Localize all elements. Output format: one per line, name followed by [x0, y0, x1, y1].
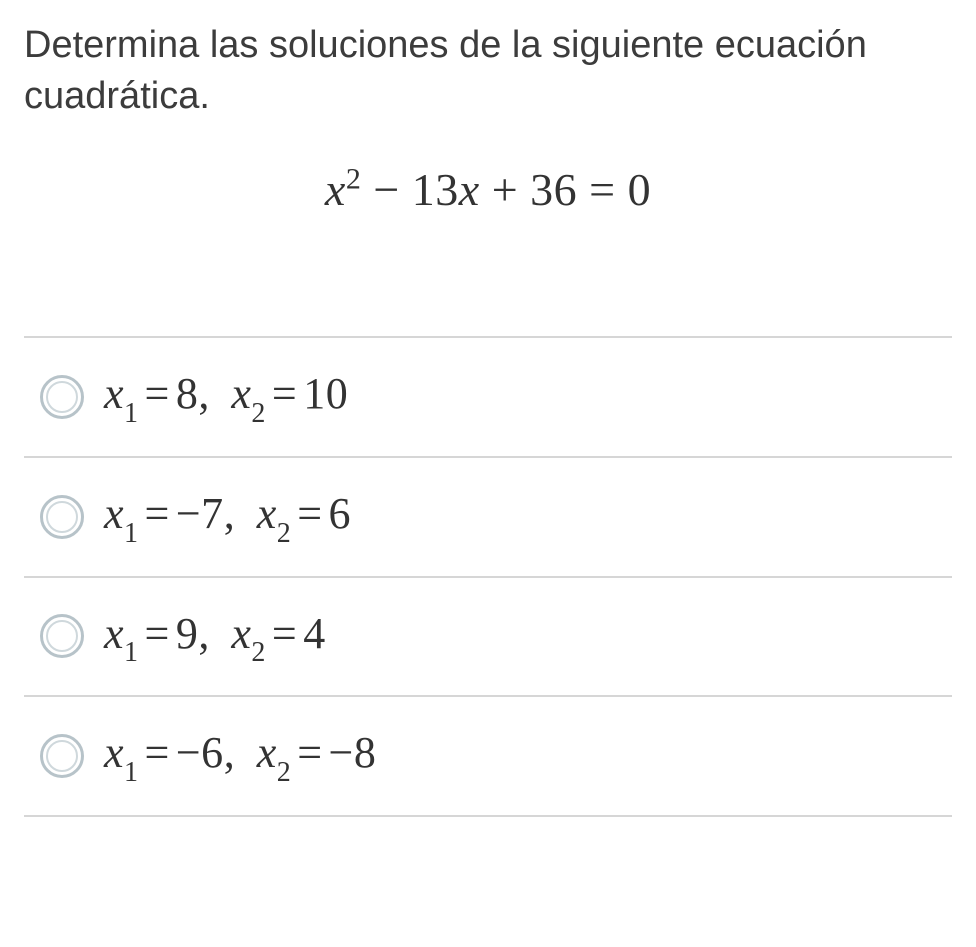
option-3[interactable]: x1=9, x2=4	[24, 576, 952, 696]
radio-icon[interactable]	[40, 614, 84, 658]
option-3-x2: 4	[303, 609, 326, 658]
option-2[interactable]: x1=−7, x2=6	[24, 456, 952, 576]
radio-icon[interactable]	[40, 734, 84, 778]
option-4-x1: −6	[176, 728, 224, 777]
radio-icon[interactable]	[40, 495, 84, 539]
question-prompt: Determina las soluciones de la siguiente…	[24, 20, 952, 123]
prompt-line-1: Determina las soluciones de la siguiente…	[24, 24, 867, 66]
option-1-x2: 10	[303, 369, 348, 418]
option-3-x1: 9	[176, 609, 199, 658]
option-4-x2: −8	[329, 728, 377, 777]
option-2-x2: 6	[329, 489, 352, 538]
option-4[interactable]: x1=−6, x2=−8	[24, 695, 952, 817]
quadratic-equation: x2 − 13x + 36 = 0	[325, 164, 651, 215]
radio-icon[interactable]	[40, 375, 84, 419]
option-3-math: x1=9, x2=4	[104, 608, 326, 666]
option-1[interactable]: x1=8, x2=10	[24, 336, 952, 456]
option-4-math: x1=−6, x2=−8	[104, 727, 376, 785]
equation-block: x2 − 13x + 36 = 0	[24, 163, 952, 216]
option-1-math: x1=8, x2=10	[104, 368, 348, 426]
option-2-x1: −7	[176, 489, 224, 538]
option-2-math: x1=−7, x2=6	[104, 488, 351, 546]
prompt-line-2: cuadrática.	[24, 75, 210, 117]
option-1-x1: 8	[176, 369, 199, 418]
options-list: x1=8, x2=10 x1=−7, x2=6 x1=9, x2=4 x1=−6…	[24, 336, 952, 817]
